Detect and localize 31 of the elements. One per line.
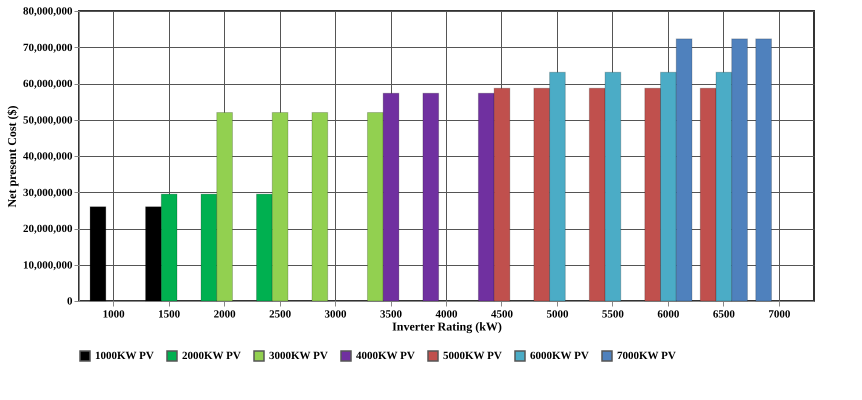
x-tick-label: 6000 bbox=[657, 308, 680, 320]
x-tick-label: 5500 bbox=[602, 308, 624, 320]
legend-label: 6000KW PV bbox=[530, 350, 589, 362]
y-tick-label: 30,000,000 bbox=[23, 186, 73, 199]
legend-label: 3000KW PV bbox=[269, 350, 328, 362]
legend-label: 1000KW PV bbox=[95, 350, 154, 362]
x-tick-label: 7000 bbox=[768, 308, 791, 320]
x-tick-label: 6500 bbox=[712, 308, 736, 320]
legend-label: 5000KW PV bbox=[443, 350, 502, 362]
x-tick-label: 1500 bbox=[158, 308, 181, 320]
x-tick-label: 5000 bbox=[546, 308, 569, 320]
y-tick-label: 80,000,000 bbox=[23, 6, 73, 18]
y-tick-label: 60,000,000 bbox=[23, 78, 73, 90]
y-tick-label: 20,000,000 bbox=[23, 223, 73, 235]
x-axis-title: Inverter Rating (kW) bbox=[392, 320, 502, 334]
x-tick-label: 1000 bbox=[102, 308, 126, 320]
legend-label: 7000KW PV bbox=[617, 350, 676, 362]
x-tick-label: 2500 bbox=[269, 308, 292, 320]
y-tick-label: 50,000,000 bbox=[23, 114, 73, 126]
legend-label: 2000KW PV bbox=[182, 350, 241, 362]
x-tick-label: 3500 bbox=[380, 308, 403, 320]
y-axis-title: Net present Cost ($) bbox=[5, 105, 19, 208]
x-tick-label: 4500 bbox=[490, 308, 514, 320]
x-tick-label: 2000 bbox=[214, 308, 236, 320]
legend-label: 4000KW PV bbox=[356, 350, 415, 362]
x-tick-label: 3000 bbox=[324, 308, 348, 320]
y-tick-label: 70,000,000 bbox=[23, 42, 73, 54]
y-tick-label: 10,000,000 bbox=[23, 259, 73, 272]
y-tick-label: 40,000,000 bbox=[23, 150, 73, 162]
x-tick-label: 4000 bbox=[436, 308, 458, 320]
y-tick-label: 0 bbox=[67, 296, 73, 308]
